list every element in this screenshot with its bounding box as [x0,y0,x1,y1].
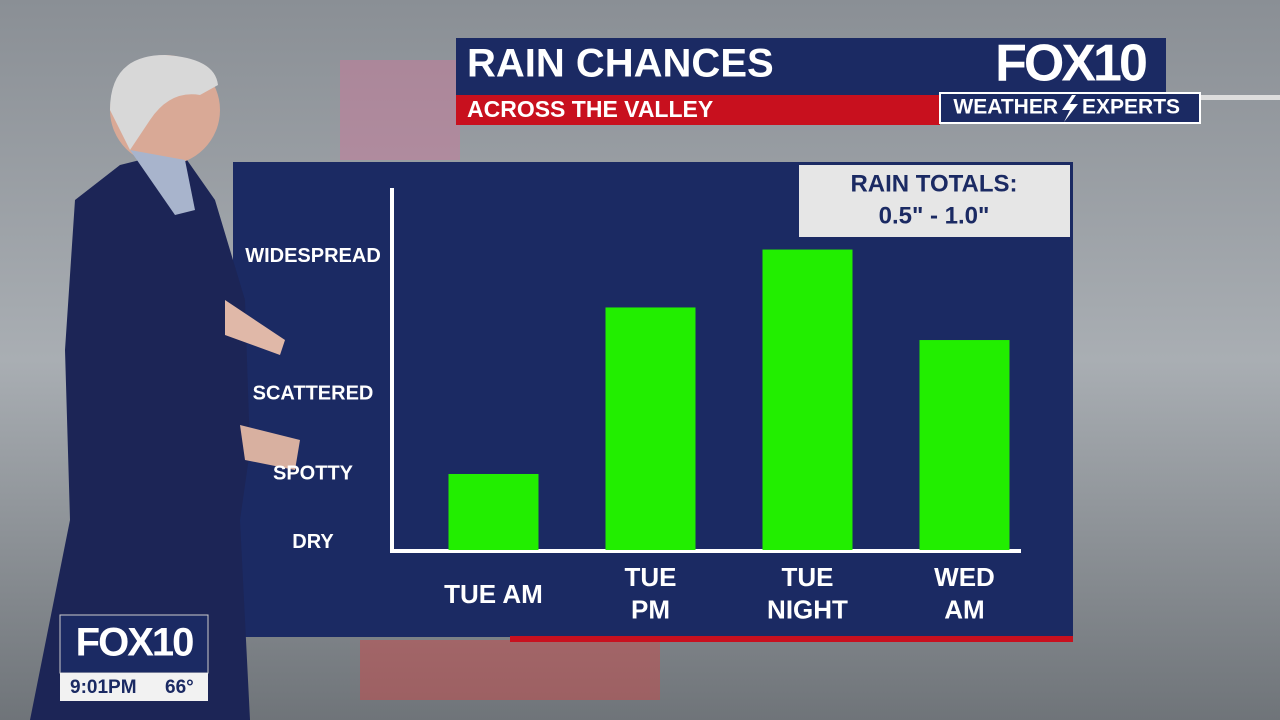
bug-temperature: 66° [165,677,194,698]
bar [448,473,539,550]
annotation-box [799,165,1070,237]
brand-right: EXPERTS [1082,96,1180,119]
presenter [30,55,300,720]
x-tick-label: TUE NIGHT [767,562,848,625]
y-tick-label: SCATTERED [253,383,374,405]
bug-logo: FOX10 [76,621,193,665]
x-tick-label: TUE AM [444,579,543,609]
y-tick-label: DRY [292,531,334,553]
header-subtitle: ACROSS THE VALLEY [467,96,713,122]
y-tick-label: WIDESPREAD [245,245,381,267]
bar [762,249,853,551]
background-blur [340,60,460,160]
bar [919,340,1010,550]
bar [605,307,696,550]
annotation-title: RAIN TOTALS: [850,170,1017,197]
header-rule [1200,95,1280,100]
x-tick-label: TUE PM [625,562,677,625]
subheader-bar [456,95,940,125]
header-title: RAIN CHANCES [467,42,774,86]
x-tick-label: WED AM [934,562,995,625]
header-bar [456,38,1166,96]
brand-left: WEATHER [953,96,1058,119]
bug-box [59,614,209,674]
bug-time: 9:01PM [70,677,137,698]
y-tick-label: SPOTTY [273,462,354,484]
logo: FOX10 [995,35,1146,93]
lightning-icon [1062,95,1078,122]
panel-accent [510,636,1073,642]
background-blur [360,640,660,700]
bug-info-box [60,673,208,701]
annotation-text: 0.5" - 1.0" [879,202,990,229]
